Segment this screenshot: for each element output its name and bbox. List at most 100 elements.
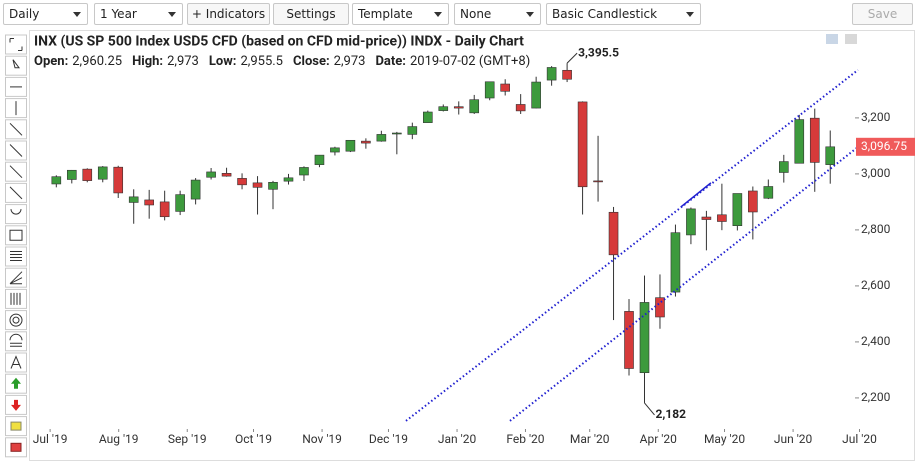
candle-body bbox=[345, 139, 356, 152]
candle-body bbox=[577, 101, 588, 188]
candle-body bbox=[453, 106, 464, 109]
candle-body bbox=[113, 166, 124, 194]
plot-area bbox=[51, 63, 836, 403]
save-button[interactable]: Save bbox=[852, 3, 913, 25]
candle-body bbox=[500, 83, 510, 92]
overlay-select[interactable]: None bbox=[454, 3, 541, 25]
candle-body bbox=[701, 216, 712, 220]
last-price-box bbox=[856, 137, 915, 156]
candle-body bbox=[763, 186, 774, 199]
y-tick-label: 3,200 bbox=[861, 110, 891, 124]
candle-body bbox=[283, 177, 294, 182]
candle-body bbox=[717, 214, 727, 222]
tool-icon bbox=[9, 333, 23, 347]
candle-body bbox=[392, 132, 402, 135]
x-tick-label: May '20 bbox=[704, 432, 745, 446]
trendline bbox=[680, 182, 712, 208]
candle-body bbox=[361, 140, 371, 144]
field-value: 2019-07-02 (GMT+8) bbox=[410, 54, 530, 69]
tool-button[interactable] bbox=[5, 55, 27, 76]
candle-body bbox=[128, 196, 139, 203]
tool-button[interactable] bbox=[5, 34, 27, 55]
indicators-button[interactable]: + Indicators bbox=[187, 3, 270, 25]
candle-body bbox=[51, 176, 62, 185]
indicators-text: + Indicators bbox=[191, 7, 266, 21]
candle-body bbox=[221, 173, 232, 177]
tool-button[interactable] bbox=[5, 246, 27, 267]
annotation-label: 3,395.5 bbox=[578, 45, 619, 59]
tool-icon bbox=[10, 442, 22, 452]
tool-button[interactable] bbox=[5, 288, 27, 309]
y-tick-label: 2,200 bbox=[861, 390, 891, 404]
candle-body bbox=[175, 194, 185, 212]
candle-body bbox=[655, 297, 665, 318]
y-tick-label: 3,000 bbox=[861, 166, 891, 180]
candle-body bbox=[190, 179, 201, 200]
candle-body bbox=[159, 201, 170, 218]
candle-body bbox=[809, 117, 820, 163]
x-tick-label: Jan '20 bbox=[438, 432, 477, 446]
style-select[interactable]: Basic Candlestick bbox=[546, 3, 701, 25]
trendline bbox=[405, 69, 859, 422]
candle-body bbox=[562, 69, 572, 80]
candle-body bbox=[670, 232, 681, 293]
candle-body bbox=[438, 106, 449, 111]
ohlc-info: Open: 2,960.25 High: 2,973 Low: 2,955.5 Close:… bbox=[34, 54, 530, 69]
candle-body bbox=[144, 199, 154, 206]
candle-body bbox=[748, 190, 758, 213]
tool-button[interactable] bbox=[5, 352, 27, 373]
trendline bbox=[509, 146, 859, 422]
candle-body bbox=[624, 311, 634, 369]
settings-text: Settings bbox=[286, 7, 336, 21]
x-tick-label: Sep '19 bbox=[168, 432, 207, 446]
tool-icon bbox=[9, 144, 23, 157]
x-tick-label: Oct '19 bbox=[235, 432, 272, 446]
tool-icon bbox=[9, 186, 23, 200]
candle-body bbox=[376, 134, 387, 142]
tool-icon bbox=[9, 38, 23, 51]
settings-button[interactable]: Settings bbox=[273, 3, 349, 25]
candle-body bbox=[469, 99, 480, 114]
candle-body bbox=[732, 193, 743, 226]
tool-button[interactable] bbox=[5, 225, 27, 246]
tool-button[interactable] bbox=[5, 310, 27, 331]
tool-icon bbox=[12, 59, 20, 69]
y-tick-label: 2,400 bbox=[861, 334, 891, 348]
image-icon bbox=[826, 34, 838, 44]
tool-icon bbox=[9, 165, 23, 179]
x-tick-label: Apr '20 bbox=[640, 432, 677, 446]
x-tick-label: Jul '19 bbox=[33, 432, 68, 446]
tool-icon bbox=[10, 209, 22, 215]
candle-body bbox=[515, 104, 526, 112]
candle-body bbox=[686, 208, 696, 236]
y-tick-label: 2,800 bbox=[861, 222, 891, 236]
tool-icon bbox=[10, 421, 22, 431]
x-tick-label: Aug '19 bbox=[99, 432, 139, 446]
interval-select[interactable]: Daily bbox=[3, 3, 88, 25]
drawing-tools bbox=[5, 34, 27, 458]
x-tick-label: Dec '19 bbox=[369, 432, 408, 446]
candle-body bbox=[97, 166, 108, 180]
field-label: Date: bbox=[375, 54, 406, 69]
candle-body bbox=[825, 146, 836, 165]
annotation-label: 2,182 bbox=[655, 407, 686, 421]
field-value: 2,955.5 bbox=[240, 54, 283, 69]
overlay-text: None bbox=[460, 7, 492, 21]
range-select[interactable]: 1 Year bbox=[94, 3, 183, 25]
candle-body bbox=[407, 126, 418, 135]
last-price-label: 3,096.75 bbox=[861, 139, 907, 153]
x-tick-label: Nov '19 bbox=[302, 432, 342, 446]
template-select[interactable]: Template bbox=[352, 3, 449, 25]
field-value: 2,973 bbox=[167, 54, 199, 69]
candle-body bbox=[531, 81, 541, 109]
annotation-leader bbox=[566, 52, 578, 64]
candle-body bbox=[314, 154, 325, 165]
tool-icon bbox=[9, 122, 23, 136]
candle-body bbox=[546, 67, 557, 81]
tool-icon bbox=[10, 292, 21, 305]
candle-body bbox=[82, 168, 93, 181]
field-label: Open: bbox=[34, 54, 68, 69]
chart-title: INX (US SP 500 Index USD5 CFD (based on … bbox=[34, 34, 524, 50]
